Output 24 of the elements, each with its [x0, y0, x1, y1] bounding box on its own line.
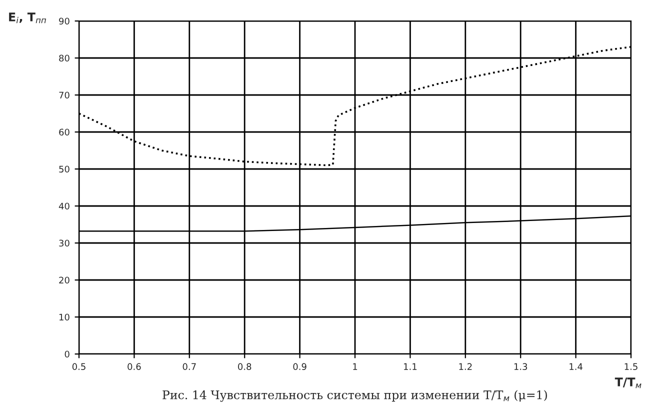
y-tick-label: 90 [59, 18, 70, 25]
y-tick-label: 60 [59, 128, 70, 136]
x-axis-title: T/T$_{м}$ [614, 378, 642, 388]
x-tick-label: 1.2 [459, 363, 472, 370]
x-tick-label: 1 [353, 363, 358, 370]
y-tick-label: 30 [59, 240, 70, 247]
x-tick-label: 0.5 [72, 363, 86, 370]
y-tick-label: 80 [59, 54, 70, 62]
y-tick-label: 50 [59, 166, 70, 173]
y-tick-label: 70 [59, 92, 70, 99]
y-axis-title: E$_{i}$, T$_{пп}$ [9, 12, 46, 24]
x-tick-label: 1.3 [514, 363, 528, 370]
x-tick-label: 0.6 [128, 363, 141, 370]
y-tick-label: 40 [58, 202, 70, 210]
x-tick-label: 1.5 [624, 363, 638, 370]
x-tick-label: 0.8 [238, 363, 252, 370]
text: Рис. 14 Чувствительность системы при изменении T/T$_{м}$ (μ=1) [162, 390, 547, 402]
y-tick-label: 0 [64, 350, 70, 358]
x-tick-label: 1.4 [570, 363, 582, 370]
x-tick-label: 0.7 [182, 363, 196, 370]
x-tick-label: 1.1 [404, 363, 417, 370]
y-tick-label: 20 [59, 276, 70, 284]
y-tick-label: 10 [59, 314, 70, 321]
x-tick-label: 0.9 [293, 363, 306, 370]
